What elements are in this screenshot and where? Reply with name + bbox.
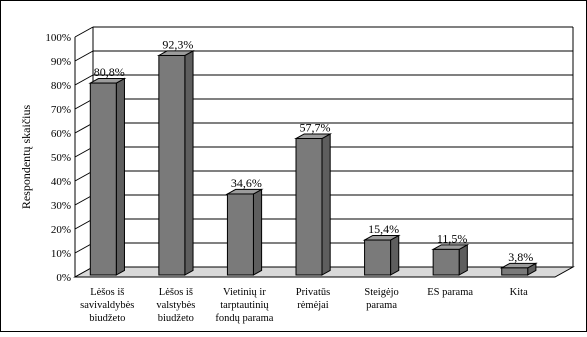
bar-front [501,267,529,276]
bars [88,50,538,276]
y-tick-label: 30% [51,200,71,212]
bar [499,262,538,276]
x-tick-label: ES parama [427,287,473,298]
data-label: 57,7% [300,121,331,135]
y-tick-label: 20% [51,224,71,236]
data-label: 15,4% [368,222,399,236]
bar [362,234,401,276]
y-tick-label: 0% [56,272,71,284]
bar [294,133,333,276]
y-tick-label: 100% [45,32,71,44]
bar-front [432,248,460,276]
x-tick-label: Steigėjo parama [364,287,398,311]
bar-side [458,244,468,276]
data-label: 11,5% [437,231,468,245]
bar-front [89,82,117,276]
x-tick-label: Lėšos iš valstybės biudžeto [156,287,195,324]
x-tick-label: Vietinių ir tarptautinių fondų parama [215,287,273,324]
bar-front [295,138,323,276]
bar [88,77,127,276]
side-gridline [74,26,94,38]
bar-side [321,133,331,276]
bar [225,188,264,276]
x-tick-label: Kita [510,287,528,298]
bar-front [158,54,186,276]
side-gridline [74,74,94,86]
bar-side [184,50,194,276]
value-labels: 80,8% 92,3% 34,6% 57,7% 15,4% 11,5% 3,8% [94,37,533,263]
x-tick-label: Privatūs rėmėjai [296,287,330,311]
bar-front [364,239,392,276]
y-tick-label: 40% [51,176,71,188]
y-tick-label: 90% [51,56,71,68]
bar-side [252,188,263,276]
bar [431,244,470,276]
bar-side [390,234,400,276]
y-tick-label: 50% [51,152,71,164]
data-label: 80,8% [94,65,125,79]
bar [156,50,195,276]
bar-front [226,193,254,276]
data-label: 34,6% [231,176,262,190]
side-gridline [74,50,94,62]
data-label: 3,8% [508,250,533,264]
x-tick-label: Lėšos iš savivaldybės biudžeto [80,287,134,324]
y-tick-label: 60% [51,128,71,140]
y-tick-label: 80% [51,80,71,92]
x-axis-labels: Lėšos iš savivaldybės biudžeto Lėšos iš vals… [80,287,528,324]
y-axis-title: Respondentų skaičius [19,105,33,210]
bar-side [115,77,125,276]
y-axis-ticks: 0% 10% 20% 30% 40% 50% 60% 70% 80% 90% 100% [45,32,71,284]
y-tick-label: 10% [51,248,71,260]
data-label: 92,3% [162,37,193,51]
y-tick-label: 70% [51,104,71,116]
